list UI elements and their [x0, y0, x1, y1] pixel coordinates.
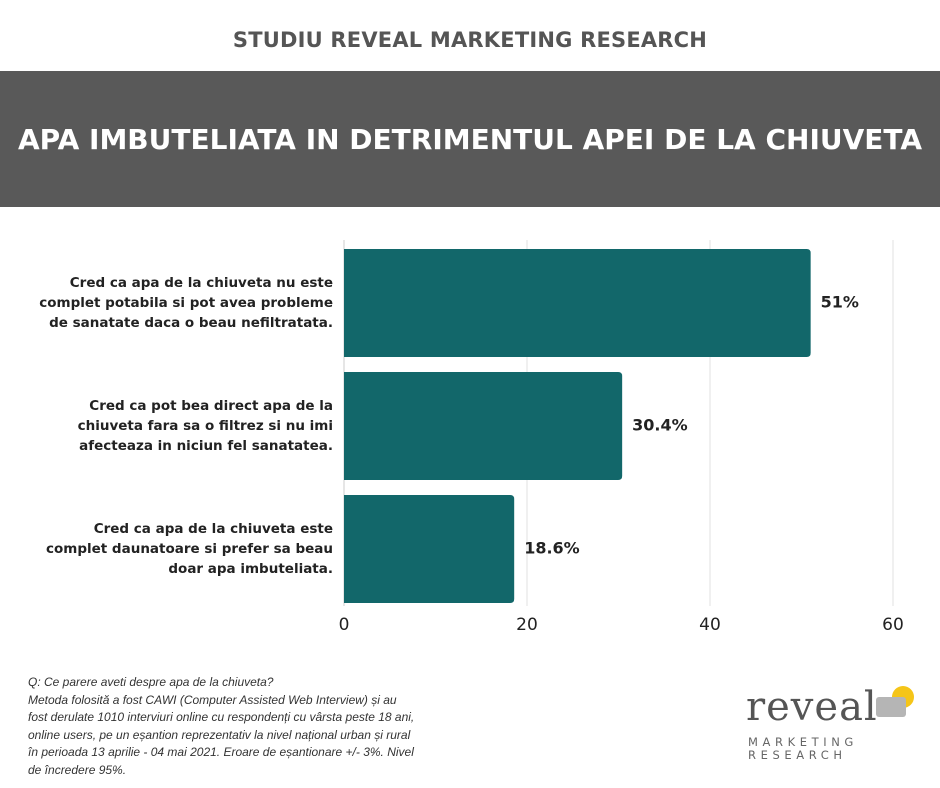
- logo-line-2: RESEARCH: [748, 748, 847, 762]
- category-label: chiuveta fara sa o filtrez si nu imi: [78, 418, 333, 434]
- x-tick-label: 60: [882, 615, 904, 635]
- logo-line-1: MARKETING: [748, 735, 858, 749]
- bar: [344, 372, 623, 480]
- category-label: Cred ca apa de la chiuveta este: [94, 521, 333, 537]
- reveal-logo: reveal MARKETING RESEARCH: [746, 684, 921, 764]
- bar: [344, 495, 515, 603]
- category-label: complet daunatoare si prefer sa beau: [46, 541, 333, 557]
- data-label: 18.6%: [524, 539, 580, 558]
- category-label: Cred ca pot bea direct apa de la: [89, 398, 333, 414]
- footnote: Q: Ce parere aveti despre apa de la chiu…: [28, 674, 418, 779]
- logo-wordmark: reveal: [746, 684, 878, 730]
- bar: [344, 249, 811, 357]
- footnote-method: Metoda folosită a fost CAWI (Computer As…: [28, 692, 415, 777]
- x-tick-label: 20: [516, 615, 538, 635]
- category-label: complet potabila si pot avea probleme: [39, 295, 333, 311]
- x-tick-label: 0: [339, 615, 350, 635]
- footnote-question: Q: Ce parere aveti despre apa de la chiu…: [28, 675, 274, 689]
- category-label: doar apa imbuteliata.: [168, 561, 333, 577]
- reveal-logo-mark-icon: [876, 686, 914, 717]
- data-label: 30.4%: [632, 416, 688, 435]
- category-label: afecteaza in niciun fel sanatatea.: [79, 438, 333, 454]
- study-title: STUDIU REVEAL MARKETING RESEARCH: [232, 28, 708, 52]
- chart-title: APA IMBUTELIATA IN DETRIMENTUL APEI DE L…: [17, 122, 922, 156]
- x-tick-label: 40: [699, 615, 721, 635]
- data-label: 51%: [821, 293, 859, 312]
- title-banner: APA IMBUTELIATA IN DETRIMENTUL APEI DE L…: [0, 71, 940, 207]
- category-label: de sanatate daca o beau nefiltratata.: [49, 315, 333, 331]
- bar-chart: 0 20 40 60 51% Cred ca apa de la chiuveta nu …: [39, 240, 904, 635]
- category-label: Cred ca apa de la chiuveta nu este: [70, 275, 333, 291]
